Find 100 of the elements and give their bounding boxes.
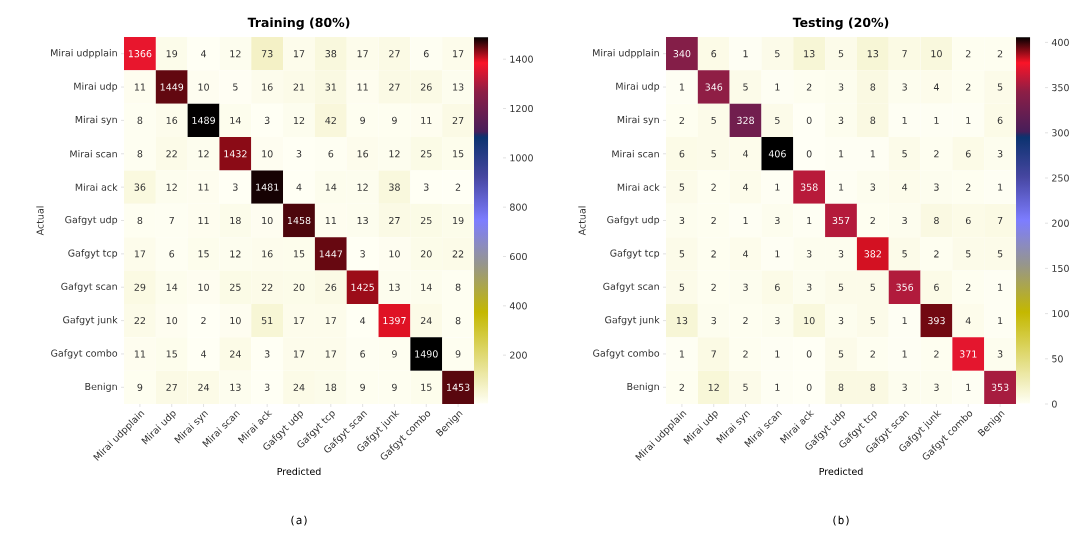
data-label: 18: [230, 216, 241, 225]
data-label: 5: [711, 116, 716, 124]
data-label: 2: [870, 216, 875, 225]
data-label: 3: [360, 250, 365, 258]
data-label: 31: [325, 83, 336, 91]
data-label: 15: [198, 250, 209, 258]
data-label: 5: [775, 50, 780, 58]
data-label: 11: [198, 183, 209, 191]
data-label: 393: [928, 317, 945, 325]
data-label: 357: [832, 216, 850, 225]
y-tick-label: Mirai ack: [617, 183, 660, 191]
data-label: 3: [775, 216, 780, 225]
data-label: 26: [420, 83, 432, 91]
data-label: 6: [965, 150, 971, 158]
data-label: 16: [262, 83, 273, 91]
data-label: 3: [838, 83, 844, 91]
data-label: 1: [775, 183, 780, 191]
data-label: 42: [325, 116, 336, 124]
y-tick-label: Benign: [85, 382, 117, 392]
color-bar-label: 1200: [510, 104, 533, 113]
data-label: 9: [392, 350, 397, 358]
data-label: 12: [389, 150, 400, 158]
data-label: 1: [934, 116, 939, 124]
data-label: 1: [775, 383, 780, 391]
data-label: 24: [230, 350, 241, 358]
data-label: 25: [230, 283, 241, 291]
data-label: 5: [838, 50, 844, 58]
data-label: 5: [838, 283, 844, 291]
y-tick-label: Mirai udpplain: [51, 49, 117, 59]
data-label: 353: [991, 383, 1009, 391]
data-label: 1: [807, 217, 812, 224]
data-label: 38: [389, 183, 400, 191]
data-label: 8: [838, 383, 844, 391]
data-label: 1: [998, 183, 1003, 191]
data-label: 2: [201, 317, 206, 325]
data-label: 382: [864, 250, 881, 258]
data-label: 5: [679, 183, 685, 191]
data-label: 2: [934, 150, 939, 158]
data-label: 17: [134, 250, 146, 258]
data-label: 1: [775, 250, 780, 258]
data-label: 3: [838, 250, 844, 258]
data-label: 1: [966, 116, 971, 124]
data-label: 1366: [128, 50, 152, 58]
data-label: 1449: [160, 83, 184, 91]
data-label: 358: [800, 183, 818, 191]
data-label: 9: [392, 383, 397, 391]
data-label: 5: [997, 250, 1003, 258]
data-label: 5: [679, 283, 685, 291]
data-label: 17: [294, 317, 305, 325]
data-label: 15: [421, 383, 432, 391]
data-label: 5: [838, 350, 844, 358]
color-bar-label: 1000: [510, 154, 533, 162]
data-label: 10: [804, 317, 815, 325]
data-label: 1: [839, 183, 844, 191]
data-label: 14: [166, 283, 178, 291]
y-tick-label: Mirai udp: [616, 82, 660, 92]
data-label: 3: [838, 317, 844, 325]
data-label: 5: [870, 283, 876, 291]
data-label: 356: [896, 283, 914, 291]
data-label: 1: [743, 50, 748, 58]
data-label: 4: [296, 183, 302, 191]
data-label: 4: [201, 350, 207, 358]
data-label: 7: [997, 217, 1003, 224]
y-tick-label: Gafgyt scan: [61, 282, 117, 292]
data-label: 17: [357, 50, 368, 58]
data-label: 371: [959, 350, 977, 358]
data-label: 3: [838, 116, 844, 125]
data-label: 4: [360, 317, 366, 325]
data-label: 3: [296, 150, 302, 158]
data-label: 6: [934, 283, 939, 291]
data-label: 13: [453, 83, 464, 91]
data-label: 3: [264, 116, 270, 125]
data-label: 9: [137, 383, 143, 391]
data-label: 8: [870, 83, 876, 91]
data-label: 1: [775, 350, 780, 358]
data-label: 13: [804, 50, 815, 58]
data-label: 1397: [383, 317, 406, 325]
data-label: 5: [743, 383, 748, 391]
data-label: 25: [420, 216, 432, 225]
data-label: 4: [201, 50, 207, 58]
data-label: 15: [453, 150, 464, 158]
data-label: 10: [262, 150, 273, 158]
x-axis-title: Predicted: [819, 467, 863, 476]
data-label: 1: [902, 350, 907, 358]
data-label: 13: [676, 317, 688, 325]
y-tick-label: Gafgyt scan: [603, 282, 659, 292]
data-label: 1447: [319, 250, 343, 258]
data-label: 2: [679, 116, 684, 124]
data-label: 3: [806, 283, 812, 291]
data-label: 27: [389, 83, 400, 91]
y-tick-label: Mirai ack: [75, 183, 118, 191]
data-label: 14: [230, 116, 241, 124]
data-label: 51: [261, 317, 273, 325]
data-label: 6: [360, 350, 366, 358]
data-label: 1: [743, 217, 748, 224]
data-label: 4: [743, 250, 749, 258]
data-label: 1: [966, 383, 971, 391]
data-label: 2: [711, 183, 716, 191]
data-label: 1: [998, 283, 1003, 291]
data-label: 3: [902, 83, 907, 91]
